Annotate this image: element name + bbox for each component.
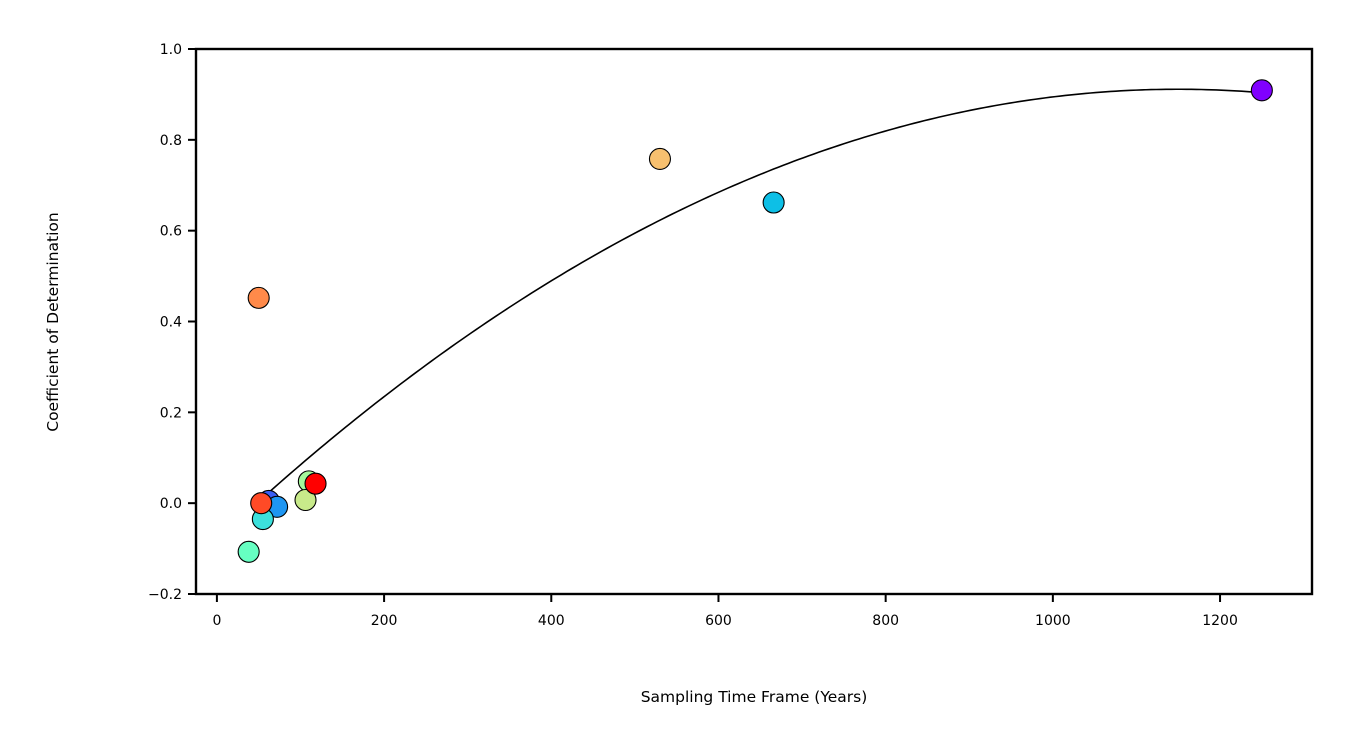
data-point: [304, 472, 327, 495]
x-tick-label: 1200: [1202, 613, 1238, 629]
y-tick-label: 0.2: [160, 405, 182, 421]
x-axis-label: Sampling Time Frame (Years): [641, 688, 868, 706]
data-point: [294, 488, 317, 512]
data-point: [237, 540, 260, 563]
x-tick-label: 1000: [1035, 613, 1071, 629]
x-axis-ticks: 0 200 400 600 800 1000 1200: [212, 594, 1238, 629]
y-axis-ticks: −0.2 0.0 0.2 0.4 0.6 0.8 1.0: [148, 42, 196, 603]
y-tick-label: 0.8: [160, 133, 182, 149]
data-point: [247, 286, 270, 309]
data-point: [1250, 79, 1273, 102]
data-point: [250, 492, 273, 515]
x-tick-label: 200: [371, 613, 398, 629]
y-tick-label: 0.0: [160, 496, 182, 512]
y-tick-label: −0.2: [148, 587, 182, 603]
y-tick-label: 0.4: [160, 315, 182, 331]
x-tick-label: 400: [538, 613, 565, 629]
data-point: [648, 147, 672, 170]
y-axis-label: Coefficient of Determination: [44, 212, 62, 432]
plot-area: [194, 47, 1314, 596]
fit-curve: [253, 88, 1262, 506]
y-tick-label: 0.6: [160, 224, 182, 240]
data-point: [762, 191, 785, 214]
plot-frame: [194, 47, 1314, 596]
x-tick-label: 800: [872, 613, 899, 629]
x-tick-label: 600: [705, 613, 732, 629]
y-tick-label: 1.0: [160, 42, 182, 58]
x-tick-label: 0: [212, 613, 221, 629]
